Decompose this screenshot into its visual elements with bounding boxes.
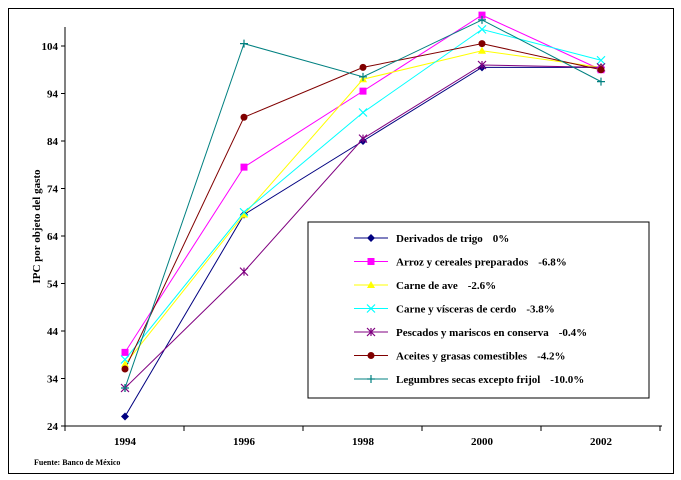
data-point-s2-1: [121, 348, 129, 356]
data-point-s4-2: [239, 207, 249, 217]
legend-pct-2: -6.8%: [538, 257, 566, 269]
legend-marker-4: [366, 304, 376, 313]
legend-name-7: Legumbres secas excepto frijol: [396, 374, 540, 386]
data-point-s5-3: [358, 134, 368, 144]
data-point-s4-5: [596, 55, 606, 65]
legend-entry-7: Legumbres secas excepto frijol -10.0%: [396, 374, 584, 386]
legend-marker-6: [367, 352, 375, 359]
data-point-s2-2: [240, 163, 248, 171]
data-point-s6-5: [597, 66, 605, 74]
legend-name-3: Carne de ave: [396, 280, 458, 292]
legend-entry-2: Arroz y cereales preparados -6.8%: [396, 257, 567, 269]
legend-entry-4: Carne y vísceras de cerdo -3.8%: [396, 304, 555, 316]
y-tick-label: 54: [47, 279, 59, 291]
data-point-s5-2: [239, 267, 249, 277]
data-point-s2-3: [359, 87, 367, 95]
data-point-s2-4: [478, 11, 486, 19]
data-point-s7-3: [359, 72, 367, 81]
y-axis-label: IPC por objeto del gasto: [31, 169, 43, 284]
series-markers: [120, 11, 606, 421]
legend-name-2: Arroz y cereales preparados: [396, 257, 529, 269]
legend-pct-6: -4.2%: [537, 351, 565, 363]
legend-marker-5: [366, 327, 376, 337]
y-tick-label: 104: [42, 41, 59, 53]
data-point-s7-2: [240, 39, 248, 48]
legend-marker-3: [367, 281, 375, 288]
data-point-s7-1: [121, 384, 129, 392]
data-point-s6-4: [478, 40, 486, 48]
data-point-s6-2: [240, 113, 248, 121]
data-point-s6-3: [359, 63, 367, 71]
x-tick-label: 1998: [352, 436, 375, 448]
y-tick-label: 94: [47, 89, 59, 101]
data-point-s3-2: [240, 210, 248, 218]
legend-name-4: Carne y vísceras de cerdo: [396, 304, 517, 316]
legend-marker-2: [367, 258, 375, 265]
y-tick-label: 44: [47, 326, 59, 338]
x-tick-label: 1996: [233, 436, 256, 448]
legend-pct-7: -10.0%: [550, 374, 584, 386]
data-point-s6-1: [121, 365, 129, 373]
data-point-s4-3: [358, 108, 368, 117]
source-note: Fuente: Banco de México: [34, 458, 121, 467]
legend-box: [307, 221, 650, 399]
y-tick-label: 74: [47, 184, 59, 196]
legend-name-1: Derivados de trigo: [396, 233, 483, 245]
legend-pct-4: -3.8%: [526, 304, 554, 316]
y-tick-label: 34: [47, 374, 59, 386]
data-point-s4-4: [477, 24, 487, 34]
x-tick-label: 1994: [114, 436, 137, 448]
legend-pct-1: 0%: [493, 233, 510, 245]
data-point-s3-1: [121, 360, 129, 368]
legend-marker-7: [367, 375, 375, 383]
data-point-s7-5: [597, 77, 605, 86]
legend-pct-3: -2.6%: [468, 280, 496, 292]
x-tick-label: 2000: [471, 436, 494, 448]
legend: Derivados de trigo 0% Arroz y cereales pre…: [307, 221, 650, 399]
legend-name-5: Pescados y mariscos en conserva: [396, 327, 549, 339]
y-tick-label: 24: [47, 421, 59, 433]
legend-pct-5: -0.4%: [559, 327, 587, 339]
legend-entry-5: Pescados y mariscos en conserva -0.4%: [396, 327, 587, 339]
legend-entry-3: Carne de ave -2.6%: [396, 280, 496, 292]
data-point-s1-1: [121, 412, 129, 421]
data-point-s3-4: [478, 46, 486, 54]
y-tick-label: 64: [47, 231, 59, 243]
legend-entry-6: Aceites y grasas comestibles -4.2%: [396, 351, 565, 363]
legend-marker-1: [367, 234, 375, 242]
data-point-s4-1: [120, 355, 130, 364]
y-tick-label: 84: [47, 136, 59, 148]
data-point-s7-4: [478, 15, 486, 24]
x-tick-label: 2002: [590, 436, 613, 448]
axes: 24 34 44 54 64 74 84 94 104 1994 1996 1998 2000 2002 I…: [31, 27, 662, 448]
legend-name-6: Aceites y grasas comestibles: [396, 351, 528, 363]
legend-entry-1: Derivados de trigo 0%: [396, 233, 509, 245]
data-point-s5-4: [477, 60, 487, 70]
